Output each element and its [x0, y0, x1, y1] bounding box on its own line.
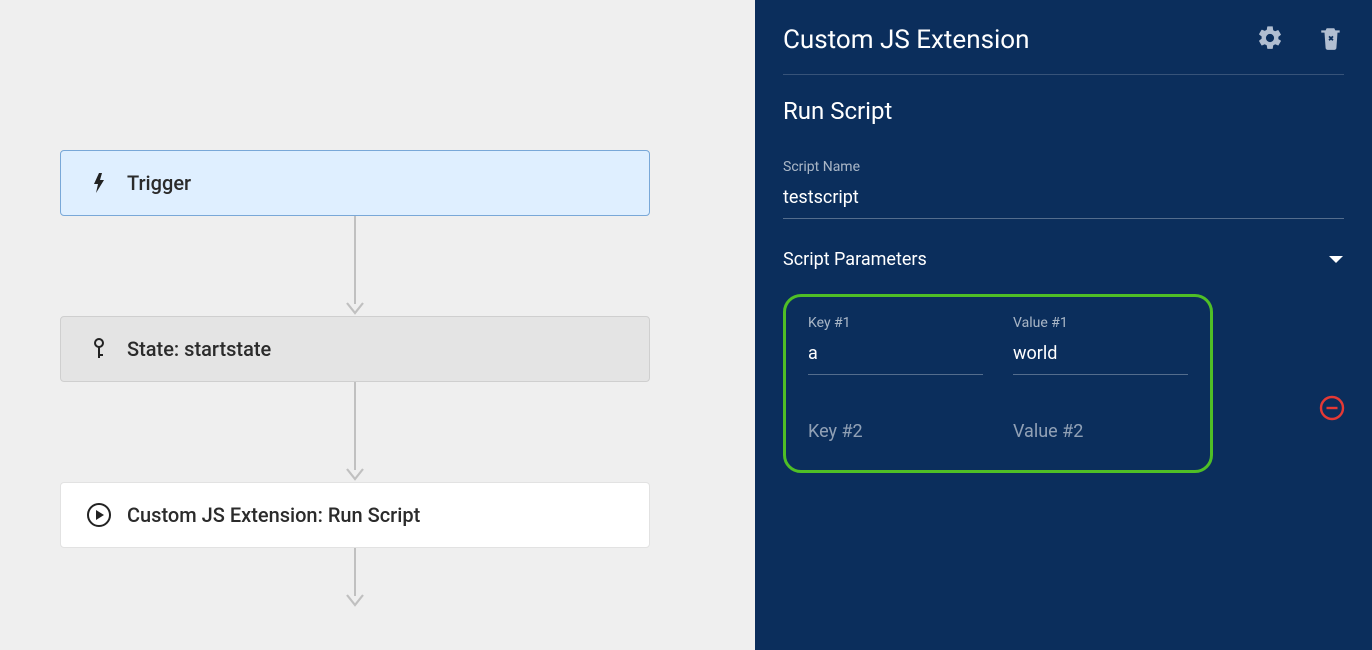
param-key-label: Key #1	[808, 315, 983, 331]
node-state-label: State: startstate	[127, 337, 271, 361]
arrow-down-icon	[346, 594, 364, 608]
param-value-input[interactable]	[1013, 413, 1188, 452]
minus-circle-icon	[1319, 395, 1345, 421]
arrow-down-icon	[346, 302, 364, 316]
flow-canvas[interactable]: Trigger State: startstate Custom JS Exte…	[0, 0, 755, 650]
flow-connector	[60, 548, 650, 608]
script-name-label: Script Name	[783, 159, 1344, 175]
remove-param-button[interactable]	[1318, 394, 1346, 422]
parameters-section-label: Script Parameters	[783, 249, 927, 270]
param-key-input[interactable]	[808, 339, 983, 375]
node-trigger[interactable]: Trigger	[60, 150, 650, 216]
param-row	[808, 413, 1188, 452]
flow-column: Trigger State: startstate Custom JS Exte…	[60, 150, 650, 608]
flow-connector	[60, 216, 650, 316]
gear-icon[interactable]	[1256, 24, 1284, 56]
panel-header: Custom JS Extension	[783, 24, 1344, 75]
panel-subtitle: Run Script	[783, 97, 1344, 125]
script-name-input[interactable]	[783, 183, 1344, 219]
parameters-section-header[interactable]: Script Parameters	[783, 249, 1344, 270]
flow-connector	[60, 382, 650, 482]
key-icon	[87, 337, 111, 361]
param-row: Key #1 Value #1	[808, 315, 1188, 375]
script-name-field: Script Name	[783, 159, 1344, 219]
param-key-input[interactable]	[808, 413, 983, 452]
param-value-label: Value #1	[1013, 315, 1188, 331]
node-action-label: Custom JS Extension: Run Script	[127, 503, 420, 527]
properties-panel: Custom JS Extension Run Script Script Na…	[755, 0, 1372, 650]
node-trigger-label: Trigger	[127, 171, 191, 195]
caret-down-icon	[1328, 249, 1344, 270]
bolt-icon	[87, 171, 111, 195]
node-action[interactable]: Custom JS Extension: Run Script	[60, 482, 650, 548]
node-state[interactable]: State: startstate	[60, 316, 650, 382]
trash-icon[interactable]	[1318, 24, 1344, 56]
panel-title: Custom JS Extension	[783, 25, 1030, 55]
play-circle-icon	[87, 503, 111, 527]
arrow-down-icon	[346, 468, 364, 482]
param-value-input[interactable]	[1013, 339, 1188, 375]
parameters-highlight-box: Key #1 Value #1	[783, 294, 1213, 473]
